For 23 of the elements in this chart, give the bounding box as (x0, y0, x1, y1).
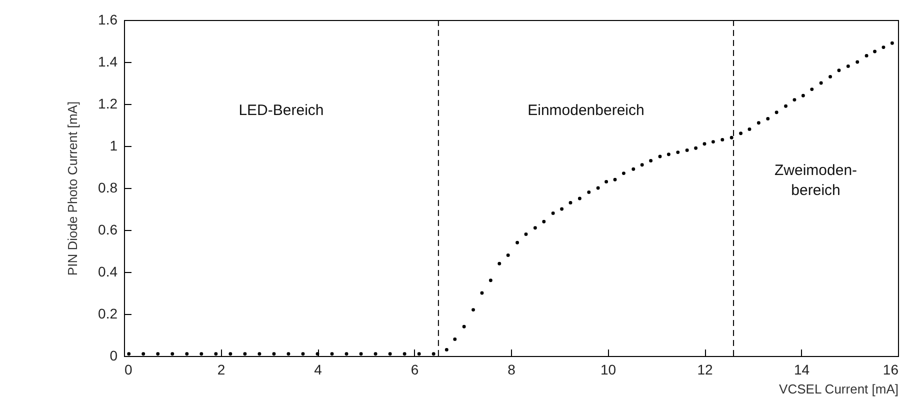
y-tick-label: 0.8 (98, 180, 118, 196)
x-tick-label: 4 (314, 362, 322, 378)
annotation: Einmodenbereich (528, 102, 644, 119)
x-tick-label: 12 (697, 362, 713, 378)
x-tick-label: 2 (217, 362, 226, 378)
x-tick-label: 14 (794, 362, 810, 378)
y-tick-label: 1.4 (98, 54, 118, 70)
y-tick-label: 0.4 (98, 264, 118, 280)
x-axis-title: VCSEL Current [mA] (779, 382, 898, 396)
y-tick-label: 1 (110, 138, 118, 154)
annotation: LED-Bereich (238, 102, 324, 119)
annotation: Zweimoden- bereich (774, 162, 858, 199)
y-tick-label: 0.2 (98, 306, 118, 322)
x-tick-label: 8 (508, 362, 516, 378)
x-tick-label: 16 (882, 362, 899, 378)
x-tick-label: 0 (124, 362, 132, 378)
y-axis-title: PIN Diode Photo Current [mA] (65, 101, 80, 276)
x-tick-label: 6 (410, 362, 419, 378)
y-tick-label: 0.6 (98, 222, 118, 238)
x-tick-label: 10 (600, 362, 616, 378)
y-tick-label: 0 (110, 348, 118, 364)
y-tick-label: 1.6 (98, 12, 118, 28)
y-tick-label: 1.2 (98, 96, 118, 112)
